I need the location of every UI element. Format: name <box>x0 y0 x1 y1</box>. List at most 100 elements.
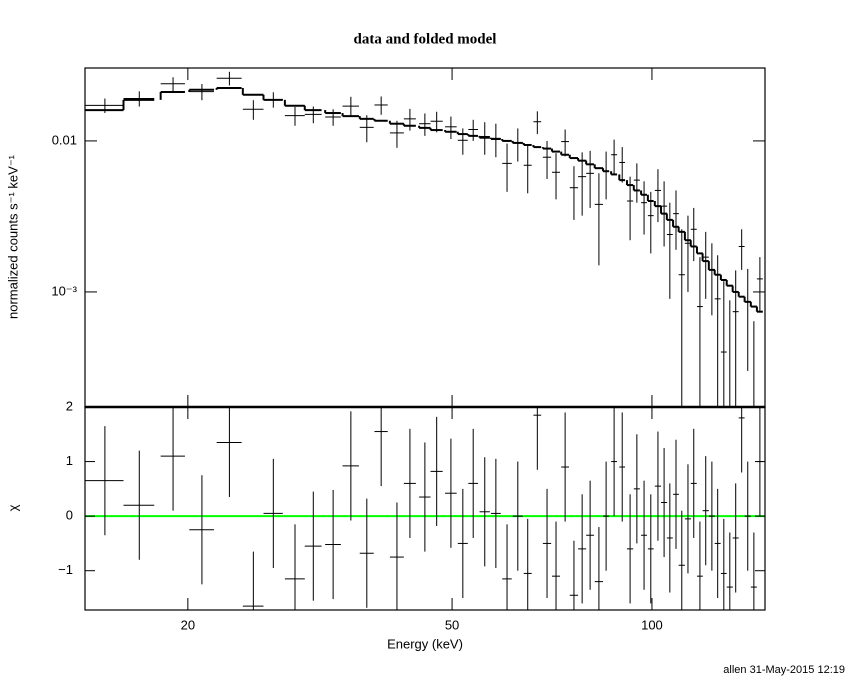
residual-point <box>430 416 443 526</box>
x-tick-label: 100 <box>641 617 663 632</box>
residual-point <box>216 407 242 498</box>
residual-point <box>403 428 416 538</box>
residual-point <box>714 488 721 598</box>
data-point <box>753 321 755 407</box>
y-tick-label: 10⁻³ <box>51 283 77 298</box>
data-point <box>738 229 745 270</box>
bottom-plot <box>85 407 765 610</box>
data-point <box>533 111 542 135</box>
residual-point <box>359 498 374 608</box>
residual-point <box>551 521 561 610</box>
residual-point <box>594 527 604 610</box>
residual-point <box>189 475 215 585</box>
residual-point <box>457 488 468 598</box>
data-point <box>304 106 322 124</box>
data-point <box>611 139 618 175</box>
data-point <box>85 98 124 114</box>
data-point <box>654 169 662 223</box>
data-point <box>641 181 648 235</box>
data-point <box>189 84 215 101</box>
residual-point <box>284 524 305 610</box>
data-point <box>619 147 626 183</box>
residual-point <box>678 510 685 610</box>
residual-point <box>342 411 359 521</box>
data-point <box>720 281 727 407</box>
residual-point <box>542 488 552 598</box>
residual-point <box>445 438 457 548</box>
data-point <box>661 181 668 247</box>
x-tick-label: 20 <box>181 617 195 632</box>
data-point <box>263 92 283 108</box>
residual-point <box>726 532 733 610</box>
residual-point <box>586 480 595 590</box>
data-point <box>561 129 569 157</box>
residual-point <box>502 524 512 610</box>
data-point <box>523 145 532 194</box>
residual-point <box>569 540 579 610</box>
data-point <box>696 257 703 407</box>
data-point <box>490 123 501 158</box>
data-point <box>647 191 654 254</box>
residual-point <box>490 458 501 568</box>
y-tick-label: 2 <box>66 398 73 413</box>
data-point <box>678 229 685 407</box>
residual-point <box>732 483 739 593</box>
data-point <box>468 119 478 141</box>
data-point <box>374 96 388 115</box>
data-point <box>569 166 579 220</box>
data-point <box>389 120 404 148</box>
x-tick-label: 50 <box>445 617 459 632</box>
y-tick-label: 0.01 <box>52 132 77 147</box>
data-point <box>457 128 468 155</box>
data-point <box>342 96 359 118</box>
y-tick-label: 0 <box>66 508 73 523</box>
residual-point <box>696 521 703 610</box>
residual-point <box>578 494 587 604</box>
data-point <box>242 100 264 120</box>
residual-point <box>619 412 626 522</box>
residual-point <box>702 456 709 566</box>
data-point <box>123 91 155 107</box>
data-point <box>284 106 305 126</box>
residual-point <box>661 447 668 558</box>
data-point <box>419 113 431 136</box>
residual-point <box>666 483 673 593</box>
residual-point <box>633 434 640 544</box>
data-point <box>512 128 523 162</box>
data-point <box>690 207 697 262</box>
residual-point <box>242 551 264 610</box>
data-point <box>542 140 552 179</box>
residual-point <box>263 458 283 568</box>
data-point <box>502 143 512 192</box>
residual-point <box>419 442 431 552</box>
residual-point <box>374 407 388 487</box>
residual-point <box>654 431 662 541</box>
data-point <box>430 111 443 133</box>
residual-point <box>325 489 341 600</box>
data-point <box>359 115 374 143</box>
residual-point <box>690 428 697 538</box>
data-point <box>594 173 604 266</box>
top-plot <box>85 71 763 407</box>
residual-point <box>708 461 715 571</box>
residual-point <box>160 407 185 511</box>
chart-title: data and folded model <box>354 31 497 47</box>
data-point <box>325 109 341 126</box>
y-axis-label: normalized counts s⁻¹ keV⁻¹ <box>5 154 20 319</box>
data-point <box>551 153 561 200</box>
data-point <box>756 257 763 312</box>
residual-point <box>533 407 542 470</box>
residual-point <box>123 450 155 560</box>
y-tick-label: −1 <box>58 562 73 577</box>
data-point <box>666 202 673 299</box>
data-point <box>633 163 640 203</box>
data-point <box>732 270 739 407</box>
residual-point <box>684 464 691 574</box>
residual-point <box>389 502 404 610</box>
footer: allen 31-May-2015 12:19 <box>723 664 845 676</box>
residual-point <box>720 518 727 610</box>
data-point <box>626 176 634 241</box>
